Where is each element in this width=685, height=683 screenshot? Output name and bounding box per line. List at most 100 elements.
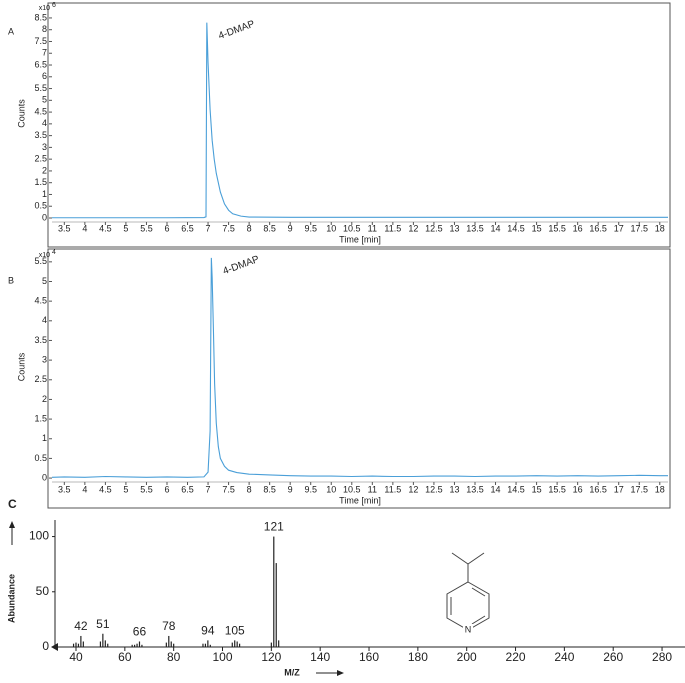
x-tick-label: 7.5 bbox=[222, 223, 235, 233]
x-tick-label: 17.5 bbox=[630, 484, 648, 494]
y-tick-label: 100 bbox=[29, 529, 49, 543]
y-tick-label: 6.5 bbox=[34, 59, 47, 69]
x-tick-label: 6.5 bbox=[181, 223, 194, 233]
y-multiplier: x10 bbox=[39, 252, 50, 259]
x-tick-label: 15 bbox=[532, 484, 542, 494]
y-tick-label: 1 bbox=[42, 433, 47, 443]
y-tick-label: 7.5 bbox=[34, 36, 47, 46]
series-line bbox=[51, 257, 668, 478]
x-tick-label: 80 bbox=[167, 650, 181, 664]
peak-label: 94 bbox=[201, 624, 215, 638]
y-tick-label: 5.5 bbox=[34, 83, 47, 93]
x-tick-label: 100 bbox=[212, 650, 232, 664]
y-arrow-head bbox=[9, 521, 15, 528]
y-tick-label: 1.5 bbox=[34, 177, 47, 187]
y-axis-label: Counts bbox=[16, 99, 26, 128]
x-tick-label: 8.5 bbox=[263, 223, 276, 233]
x-tick-label: 11 bbox=[368, 484, 377, 494]
x-tick-label: 18 bbox=[655, 484, 665, 494]
x-tick-label: 18 bbox=[655, 223, 665, 233]
x-tick-label: 220 bbox=[506, 650, 526, 664]
x-tick-label: 7 bbox=[206, 484, 211, 494]
x-tick-label: 17.5 bbox=[630, 223, 648, 233]
x-axis-label: M/Z bbox=[284, 667, 300, 677]
x-tick-label: 13 bbox=[449, 223, 459, 233]
y-tick-label: 6 bbox=[42, 71, 47, 81]
x-tick-label: 6.5 bbox=[181, 484, 194, 494]
peak-label: 51 bbox=[96, 617, 110, 631]
x-tick-label: 9 bbox=[288, 484, 293, 494]
panel-frame bbox=[47, 248, 671, 509]
y-axis-label: Counts bbox=[16, 352, 26, 381]
peak-annotation: 4-DMAP bbox=[222, 254, 262, 277]
x-tick-label: 5 bbox=[123, 484, 128, 494]
x-tick-label: 11.5 bbox=[384, 223, 401, 233]
y-exponent: 4 bbox=[52, 249, 56, 256]
x-tick-label: 15.5 bbox=[548, 484, 566, 494]
y-tick-label: 0.5 bbox=[34, 201, 47, 211]
y-tick-label: 0 bbox=[42, 212, 47, 222]
x-tick-label: 14 bbox=[491, 484, 501, 494]
y-tick-label: 4 bbox=[42, 118, 47, 128]
y-tick-label: 4.5 bbox=[34, 106, 47, 116]
x-tick-label: 13.5 bbox=[466, 223, 484, 233]
x-tick-label: 260 bbox=[603, 650, 623, 664]
series-line bbox=[52, 22, 668, 219]
x-tick-label: 5.5 bbox=[140, 223, 153, 233]
peak-label: 105 bbox=[225, 624, 245, 638]
y-tick-label: 7 bbox=[42, 48, 47, 58]
x-tick-label: 10.5 bbox=[343, 223, 361, 233]
peak-label: 121 bbox=[264, 520, 284, 534]
x-tick-label: 160 bbox=[359, 650, 379, 664]
x-tick-label: 15.5 bbox=[548, 223, 566, 233]
y-tick-label: 5 bbox=[42, 276, 47, 286]
x-tick-label: 120 bbox=[261, 650, 281, 664]
x-tick-label: 13 bbox=[449, 484, 459, 494]
x-tick-label: 3.5 bbox=[58, 484, 71, 494]
x-tick-label: 13.5 bbox=[466, 484, 484, 494]
panel-label: B bbox=[8, 275, 14, 285]
y-tick-label: 5 bbox=[42, 95, 47, 105]
x-tick-label: 16 bbox=[573, 484, 583, 494]
y-tick-label: 1.5 bbox=[34, 413, 47, 423]
x-tick-label: 11.5 bbox=[384, 484, 401, 494]
y-tick-label: 8.5 bbox=[34, 12, 47, 22]
x-tick-label: 12 bbox=[408, 484, 418, 494]
x-tick-label: 9.5 bbox=[304, 484, 317, 494]
y-exponent: 6 bbox=[52, 2, 56, 9]
x-tick-label: 16.5 bbox=[589, 484, 607, 494]
x-tick-label: 280 bbox=[652, 650, 672, 664]
y-tick-label: 0 bbox=[42, 639, 49, 653]
x-tick-label: 14.5 bbox=[507, 484, 525, 494]
y-multiplier: x10 bbox=[39, 5, 50, 12]
x-tick-label: 180 bbox=[408, 650, 428, 664]
x-axis-label: Time [min] bbox=[339, 495, 381, 505]
y-tick-label: 3 bbox=[42, 142, 47, 152]
y-tick-label: 3 bbox=[42, 354, 47, 364]
x-tick-label: 5 bbox=[123, 223, 128, 233]
peak-label: 66 bbox=[133, 625, 147, 639]
x-tick-label: 10.5 bbox=[343, 484, 361, 494]
x-tick-label: 12 bbox=[408, 223, 418, 233]
x-tick-label: 11 bbox=[368, 223, 377, 233]
structure bbox=[446, 552, 490, 631]
x-tick-label: 12.5 bbox=[425, 484, 443, 494]
peak-annotation: 4-DMAP bbox=[217, 19, 257, 42]
y-tick-label: 2 bbox=[42, 394, 47, 404]
x-tick-label: 6 bbox=[164, 484, 169, 494]
x-tick-label: 8.5 bbox=[263, 484, 276, 494]
x-tick-label: 60 bbox=[118, 650, 132, 664]
y-tick-label: 4 bbox=[42, 315, 47, 325]
y-tick-label: 8 bbox=[42, 24, 47, 34]
y-tick-label: 5.5 bbox=[34, 256, 47, 266]
atom-label: N bbox=[465, 624, 472, 634]
panel-label: A bbox=[8, 26, 14, 36]
panel-frame bbox=[47, 2, 671, 248]
x-axis-label: Time [min] bbox=[339, 234, 381, 244]
y-axis-label: Abundance bbox=[6, 574, 16, 623]
panel-label: C bbox=[8, 497, 17, 511]
x-arrow-head bbox=[337, 670, 344, 676]
x-tick-label: 4 bbox=[82, 484, 87, 494]
y-tick-label: 2.5 bbox=[34, 154, 47, 164]
y-tick-label: 3.5 bbox=[34, 130, 47, 140]
